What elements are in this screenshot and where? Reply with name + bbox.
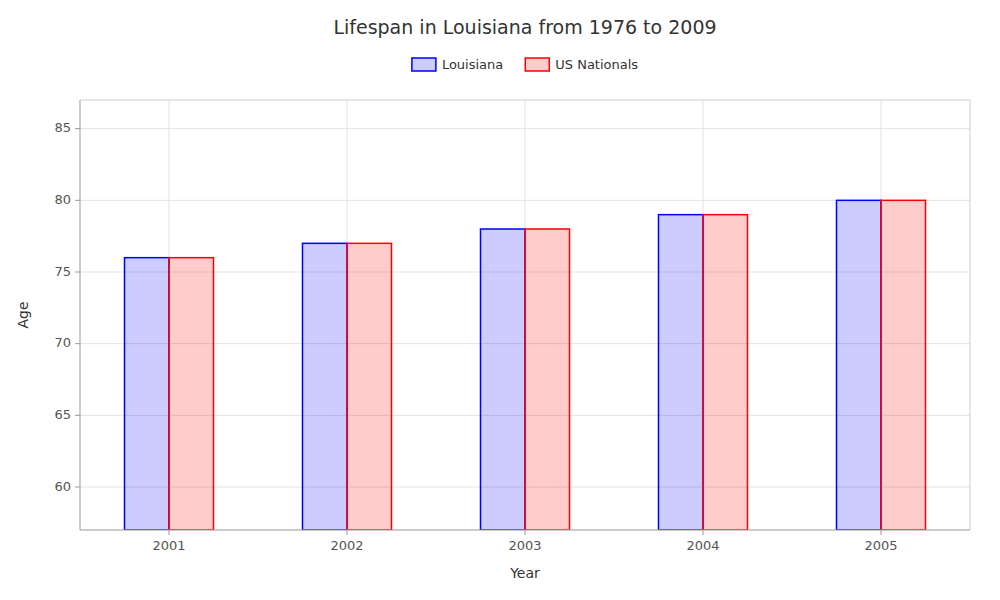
bars xyxy=(125,200,926,530)
y-axis-label: Age xyxy=(15,301,31,328)
x-tick xyxy=(703,530,704,535)
y-tick-label: 85 xyxy=(54,120,71,135)
legend-label: Louisiana xyxy=(442,57,503,72)
y-tick xyxy=(75,200,80,201)
y-tick xyxy=(75,272,80,273)
plot-frame xyxy=(80,100,970,101)
y-tick xyxy=(75,415,80,416)
y-tick-label: 70 xyxy=(54,335,71,350)
x-axis-label: Year xyxy=(509,565,540,581)
bar xyxy=(525,229,570,530)
legend-item: US Nationals xyxy=(525,57,638,72)
x-tick xyxy=(881,530,882,535)
bar xyxy=(481,229,526,530)
x-tick-label: 2004 xyxy=(686,538,719,553)
plot-frame xyxy=(970,100,971,530)
bar xyxy=(347,243,392,530)
bar xyxy=(837,200,882,530)
y-tick xyxy=(75,343,80,344)
x-tick-label: 2003 xyxy=(508,538,541,553)
x-tick xyxy=(347,530,348,535)
y-tick-label: 60 xyxy=(54,479,71,494)
bar xyxy=(659,215,704,530)
chart-svg: 60 65 70 75 80 85 2001 2002 2003 2004 2005 Lifespan… xyxy=(0,0,1000,600)
legend: Louisiana US Nationals xyxy=(412,57,638,72)
legend-label: US Nationals xyxy=(555,57,638,72)
x-tick-label: 2002 xyxy=(330,538,363,553)
x-tick xyxy=(525,530,526,535)
axes: 60 65 70 75 80 85 2001 2002 2003 2004 2005 xyxy=(54,100,970,553)
x-tick xyxy=(169,530,170,535)
bar xyxy=(303,243,348,530)
legend-swatch xyxy=(412,58,436,71)
bar xyxy=(881,200,926,530)
bar xyxy=(125,258,170,530)
y-axis-line xyxy=(80,100,81,530)
legend-swatch xyxy=(525,58,549,71)
y-tick xyxy=(75,487,80,488)
y-tick xyxy=(75,128,80,129)
y-tick-label: 65 xyxy=(54,407,71,422)
y-tick-label: 80 xyxy=(54,192,71,207)
x-tick-label: 2005 xyxy=(864,538,897,553)
chart-container: 60 65 70 75 80 85 2001 2002 2003 2004 2005 Lifespan… xyxy=(0,0,1000,600)
x-tick-label: 2001 xyxy=(152,538,185,553)
title: Lifespan in Louisiana from 1976 to 2009 xyxy=(333,16,716,38)
y-tick-label: 75 xyxy=(54,264,71,279)
grid xyxy=(80,100,970,530)
legend-item: Louisiana xyxy=(412,57,503,72)
bar xyxy=(169,258,214,530)
bar xyxy=(703,215,748,530)
